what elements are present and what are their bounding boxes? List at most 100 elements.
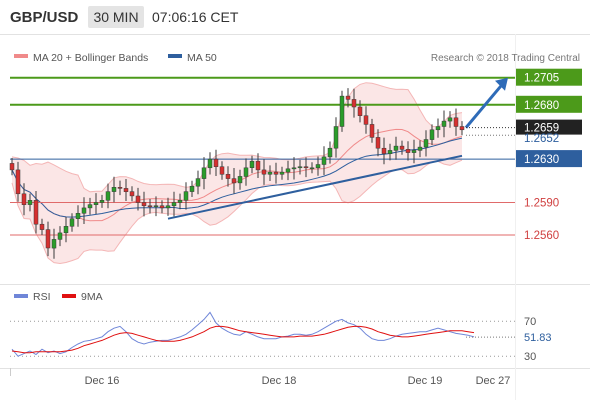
candle-body <box>357 106 363 116</box>
candle <box>333 117 339 158</box>
rsi-legend-swatch <box>14 294 28 298</box>
candle-body <box>63 226 69 234</box>
trend-line <box>167 154 463 220</box>
candle <box>459 121 465 136</box>
candle <box>315 156 321 176</box>
candle-body <box>381 147 387 154</box>
x-tick-label: Dec 27 <box>476 375 511 387</box>
ma20-legend-swatch <box>14 54 28 58</box>
ma9-legend-swatch <box>62 294 76 298</box>
candle-body <box>441 120 447 127</box>
candle-body <box>165 205 171 209</box>
candle <box>63 217 69 243</box>
candle <box>309 162 315 174</box>
candle-body <box>75 213 81 219</box>
candle-body <box>117 187 123 189</box>
forecast-arrow-shaft <box>464 83 504 129</box>
bollinger-fill <box>12 82 462 264</box>
candle-body <box>345 95 351 100</box>
rsi-line <box>11 311 475 357</box>
candle-body <box>363 115 369 125</box>
candle <box>435 118 441 138</box>
support-level-label: 1.2560 <box>524 230 559 242</box>
candle-body <box>339 95 345 127</box>
candle <box>177 193 183 210</box>
candle <box>45 221 51 257</box>
candle <box>51 228 57 259</box>
candle <box>279 166 285 180</box>
candle <box>291 157 297 180</box>
candle-body <box>285 168 291 173</box>
current-price-tag <box>516 119 582 135</box>
candle <box>15 161 21 202</box>
candle <box>93 193 99 214</box>
candle-body <box>177 200 183 203</box>
candle <box>393 136 399 160</box>
candle-body <box>183 191 189 201</box>
candle-body <box>141 202 147 207</box>
support-trendline <box>167 154 463 220</box>
candle-body <box>249 160 255 168</box>
candle-body <box>429 129 435 140</box>
candle <box>273 162 279 184</box>
candle <box>189 180 195 197</box>
candle-body <box>411 150 417 153</box>
candle-body <box>351 99 357 108</box>
candle-body <box>87 204 93 209</box>
candle-body <box>21 193 27 205</box>
resistance-level-tag <box>516 95 582 113</box>
candle-body <box>45 229 51 249</box>
rsi-panel: 70 30 51.83 <box>10 311 552 363</box>
bollinger-bands <box>11 82 463 265</box>
bollinger-lower-line <box>11 159 463 265</box>
rsi-legend: RSI 9MA <box>14 291 103 303</box>
candle <box>231 168 237 194</box>
candle <box>411 139 417 164</box>
timeframe-button[interactable]: 30 MIN <box>88 6 144 28</box>
candle-body <box>273 171 279 175</box>
candle <box>201 157 207 190</box>
candle <box>243 158 249 186</box>
candle <box>171 191 177 217</box>
rsi-tick-label: 30 <box>524 351 536 363</box>
candle <box>159 200 165 214</box>
candle <box>81 197 87 224</box>
symbol-label: GBP/USD <box>10 9 79 26</box>
candle <box>255 153 261 178</box>
candle <box>327 141 333 164</box>
candle-body <box>39 223 45 230</box>
candle-body <box>9 163 15 171</box>
candle <box>303 157 309 178</box>
candle-body <box>405 149 411 153</box>
candle-body <box>303 166 309 169</box>
candle <box>249 155 255 174</box>
candle-body <box>33 200 39 225</box>
candle <box>417 140 423 158</box>
candle <box>405 141 411 161</box>
candle <box>105 183 111 209</box>
candle <box>123 179 129 201</box>
support-level-label: 1.2590 <box>524 198 559 210</box>
candle-body <box>297 166 303 169</box>
candle-body <box>195 178 201 187</box>
candle-body <box>111 187 117 192</box>
candle <box>21 183 27 216</box>
candle <box>147 199 153 214</box>
price-legend: MA 20 + Bollinger Bands MA 50 Research ©… <box>14 52 580 64</box>
ma50-legend-label: MA 50 <box>187 52 217 64</box>
candle <box>165 197 171 216</box>
candle-body <box>243 167 249 177</box>
candle-body <box>123 188 129 192</box>
ma20-legend-label: MA 20 + Bollinger Bands <box>33 52 148 64</box>
candle-body <box>453 117 459 127</box>
candle-body <box>255 160 261 171</box>
rsi-ma-line <box>11 325 475 354</box>
ma50-legend-swatch <box>168 54 182 58</box>
candle-body <box>81 207 87 214</box>
price-tags: 1.2705 1.2680 1.2630 1.2590 1.2560 1.26591.26… <box>466 68 582 242</box>
resistance-level-tag <box>516 68 582 86</box>
candle-body <box>231 178 237 184</box>
candle <box>351 88 357 118</box>
candle <box>399 140 405 155</box>
candle-body <box>417 146 423 151</box>
